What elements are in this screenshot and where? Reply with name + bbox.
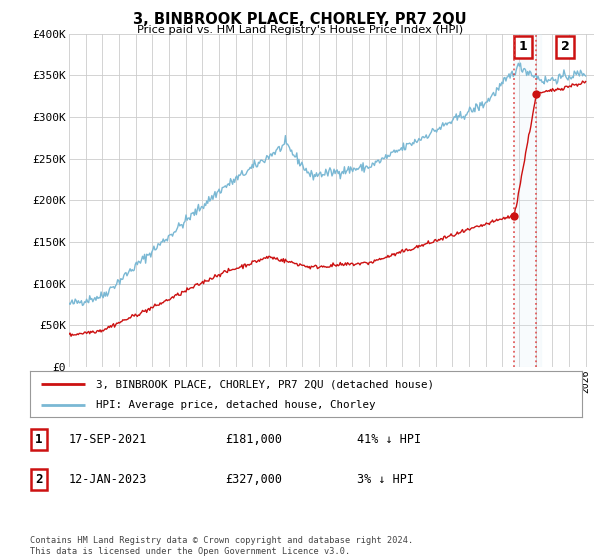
Text: Contains HM Land Registry data © Crown copyright and database right 2024.
This d: Contains HM Land Registry data © Crown c… [30,536,413,556]
Text: 2: 2 [561,40,569,53]
Text: 1: 1 [519,40,527,53]
Text: 12-JAN-2023: 12-JAN-2023 [69,473,148,487]
Text: Price paid vs. HM Land Registry's House Price Index (HPI): Price paid vs. HM Land Registry's House … [137,25,463,35]
Text: 2: 2 [35,473,43,487]
Text: 41% ↓ HPI: 41% ↓ HPI [357,433,421,446]
Text: 3, BINBROOK PLACE, CHORLEY, PR7 2QU (detached house): 3, BINBROOK PLACE, CHORLEY, PR7 2QU (det… [96,379,434,389]
Text: 3% ↓ HPI: 3% ↓ HPI [357,473,414,487]
Text: 1: 1 [35,433,43,446]
Text: £181,000: £181,000 [225,433,282,446]
Text: HPI: Average price, detached house, Chorley: HPI: Average price, detached house, Chor… [96,400,376,410]
Text: £327,000: £327,000 [225,473,282,487]
Text: 3, BINBROOK PLACE, CHORLEY, PR7 2QU: 3, BINBROOK PLACE, CHORLEY, PR7 2QU [133,12,467,27]
Text: 17-SEP-2021: 17-SEP-2021 [69,433,148,446]
Bar [514,34,541,367]
